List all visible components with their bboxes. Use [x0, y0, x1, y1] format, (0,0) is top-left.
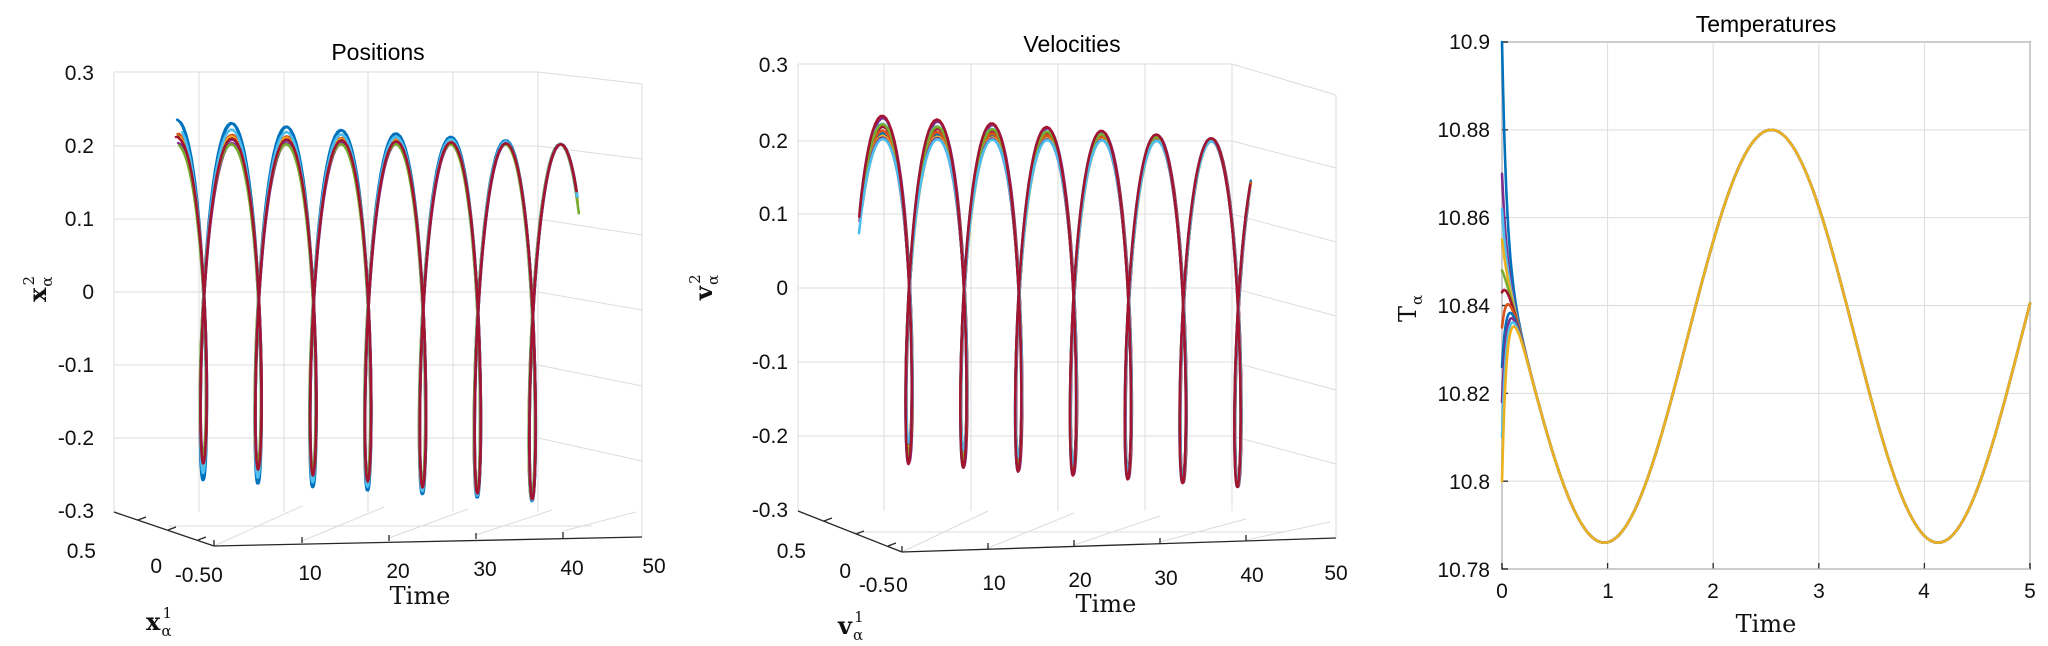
positions-z-tick: 0.2 — [65, 135, 94, 158]
temperatures-title: Temperatures — [1696, 11, 1837, 37]
positions-z-tick: 0.3 — [65, 62, 94, 85]
temperatures-series — [1500, 40, 2032, 544]
trajectory-line — [858, 116, 1250, 489]
trajectory-line — [174, 135, 578, 501]
positions-series — [174, 118, 581, 503]
temperatures-panel: Temperatures 10.78 10.8 10.82 10.84 10.8… — [1394, 11, 2036, 638]
velocities-y-tick: 0.5 — [777, 540, 806, 563]
trajectory-line — [857, 114, 1252, 489]
velocities-y-ticks: 0.5 0 -0.5 — [777, 540, 895, 597]
positions-x-tick: 40 — [560, 557, 583, 580]
temperatures-x-tick: 3 — [1813, 580, 1825, 603]
temperatures-y-tick: 10.84 — [1437, 295, 1490, 318]
positions-y-tick: -0.5 — [175, 564, 211, 587]
velocities-x-tick: 10 — [982, 572, 1005, 595]
velocities-z-tick: 0.1 — [759, 203, 788, 226]
velocities-z-tick: 0.2 — [759, 130, 788, 153]
positions-x-tick: 10 — [298, 562, 321, 585]
positions-x-label: Time — [390, 582, 451, 610]
velocities-x-tick: 30 — [1154, 567, 1177, 590]
velocities-y-label: vα1 — [837, 608, 864, 644]
positions-z-tick: 0.1 — [65, 208, 94, 231]
velocities-y-tick: 0 — [839, 560, 851, 583]
velocities-z-tick: 0 — [776, 277, 788, 300]
positions-x-tick: 20 — [386, 560, 409, 583]
velocities-y-tick: -0.5 — [859, 574, 895, 597]
velocities-x-tick: 20 — [1068, 569, 1091, 592]
temperatures-y-tick: 10.78 — [1437, 559, 1490, 582]
positions-panel: Positions 0.3 0.2 0.1 0 -0.1 -0.2 -0.3 0… — [20, 39, 666, 640]
velocities-z-tick: 0.3 — [759, 54, 788, 77]
velocities-x-ticks: 0 10 20 30 40 50 — [896, 562, 1348, 597]
temperatures-x-tick: 1 — [1602, 580, 1614, 603]
velocities-z-label: vα2 — [686, 274, 722, 301]
positions-z-ticks: 0.3 0.2 0.1 0 -0.1 -0.2 -0.3 — [58, 62, 94, 523]
positions-z-tick: -0.3 — [58, 500, 94, 523]
temperatures-x-ticks: 0 1 2 3 4 5 — [1496, 580, 2036, 603]
positions-grid — [113, 71, 643, 547]
positions-y-ticks: 0.5 0 -0.5 — [67, 540, 211, 587]
positions-z-tick: -0.1 — [58, 354, 94, 377]
temperatures-x-label: Time — [1736, 610, 1797, 638]
positions-x-tick: 0 — [211, 564, 223, 587]
positions-title: Positions — [331, 39, 424, 65]
velocities-title: Velocities — [1023, 31, 1120, 57]
temperatures-y-tick: 10.82 — [1437, 383, 1490, 406]
velocities-z-tick: -0.2 — [752, 425, 788, 448]
positions-z-tick: -0.2 — [58, 427, 94, 450]
velocities-x-label: Time — [1076, 590, 1137, 618]
velocities-series — [857, 114, 1253, 489]
temperatures-y-label: Tα — [1394, 295, 1426, 322]
temperatures-x-tick: 2 — [1707, 580, 1719, 603]
temperatures-y-tick: 10.88 — [1437, 119, 1490, 142]
positions-y-label: xα1 — [146, 604, 172, 640]
trajectory-line — [175, 118, 579, 503]
positions-x-ticks: 0 10 20 30 40 50 — [211, 555, 666, 587]
positions-y-tick: 0.5 — [67, 540, 96, 563]
velocities-z-ticks: 0.3 0.2 0.1 0 -0.1 -0.2 -0.3 — [752, 54, 788, 522]
temperatures-grid — [1501, 41, 2031, 570]
temperatures-x-tick: 5 — [2024, 580, 2036, 603]
trajectory-line — [858, 115, 1253, 488]
velocities-panel: Velocities 0.3 0.2 0.1 0 -0.1 -0.2 -0.3 … — [686, 31, 1348, 644]
positions-x-tick: 50 — [642, 555, 665, 578]
positions-x-tick: 30 — [473, 558, 496, 581]
temperatures-y-tick: 10.9 — [1449, 31, 1490, 54]
velocities-x-tick: 50 — [1324, 562, 1347, 585]
temperatures-y-ticks: 10.78 10.8 10.82 10.84 10.86 10.88 10.9 — [1437, 31, 1490, 582]
temperatures-y-tick: 10.86 — [1437, 207, 1490, 230]
velocities-z-tick: -0.1 — [752, 351, 788, 374]
temperatures-x-tick: 0 — [1496, 580, 1508, 603]
positions-axes — [113, 511, 643, 547]
positions-z-label: xα2 — [20, 276, 56, 302]
velocities-x-tick: 40 — [1240, 564, 1263, 587]
positions-y-tick: 0 — [150, 555, 162, 578]
trajectory-line — [177, 136, 578, 501]
velocities-z-tick: -0.3 — [752, 499, 788, 522]
velocities-axes — [797, 510, 1337, 553]
temperatures-x-tick: 4 — [1918, 580, 1930, 603]
temperatures-y-tick: 10.8 — [1449, 471, 1490, 494]
velocities-x-tick: 0 — [896, 574, 908, 597]
temperature-line — [1500, 40, 2032, 544]
temperature-line — [1500, 128, 2032, 544]
positions-z-tick: 0 — [82, 281, 94, 304]
